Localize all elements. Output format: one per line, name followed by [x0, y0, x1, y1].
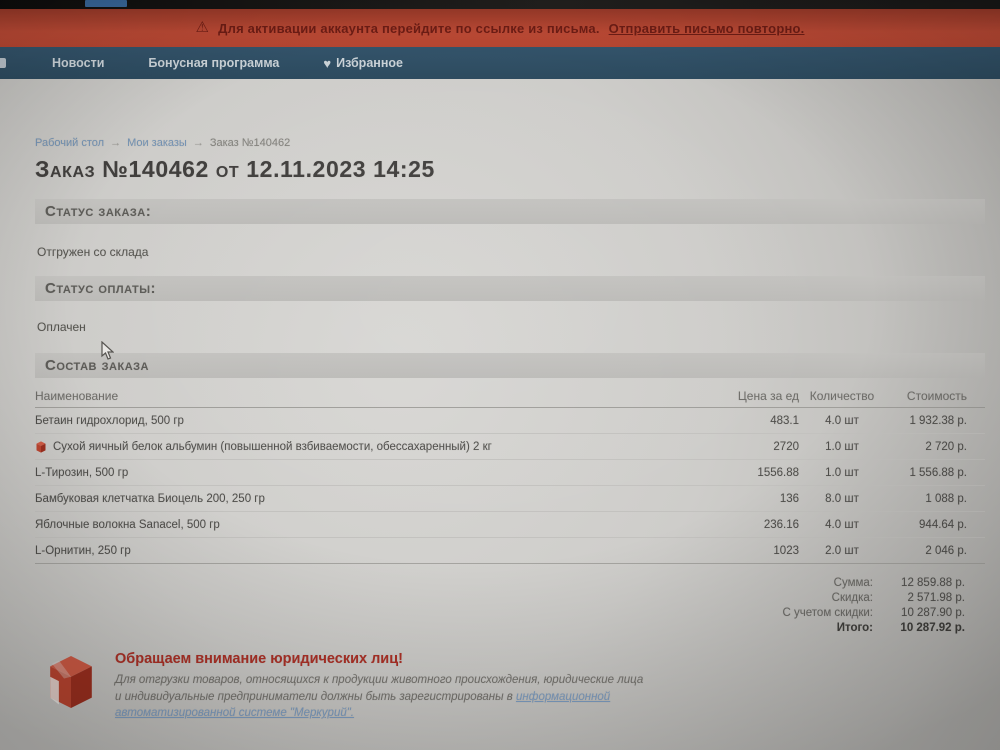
item-name: Бетаин гидрохлорид, 500 гр [35, 414, 184, 427]
totals-value: 12 859.88 р. [901, 577, 965, 589]
table-body: Бетаин гидрохлорид, 500 гр 483.1 4.0 шт 1 9… [35, 408, 985, 564]
page-title: Заказ №140462 от 12.11.2023 14:25 [35, 156, 435, 182]
item-cost: 1 556.88 р. [909, 466, 967, 479]
order-status-header: Статус заказа: [35, 199, 985, 224]
item-unit-price: 236.16 [763, 518, 799, 531]
totals-label: Скидка: [831, 592, 873, 604]
item-name: L-Орнитин, 250 гр [35, 544, 131, 557]
item-unit-price: 1556.88 [757, 466, 799, 479]
order-item-row: L-Тирозин, 500 гр 1556.88 1.0 шт 1 556.88 р… [35, 460, 985, 486]
order-contents-header: Состав заказа [35, 353, 985, 378]
item-cost: 1 932.38 р. [909, 414, 967, 427]
item-name: L-Тирозин, 500 гр [35, 466, 129, 479]
item-cost: 2 046 р. [925, 544, 967, 557]
totals-value: 10 287.92 р. [900, 622, 965, 634]
activation-banner: ⚠ Для активации аккаунта перейдите по сс… [0, 9, 1000, 47]
item-name: Сухой яичный белок альбумин (повышенной … [35, 441, 659, 453]
item-quantity: 8.0 шт [825, 492, 859, 505]
item-unit-price: 2720 [773, 440, 799, 453]
order-items-table: Наименование Цена за ед Количество Стоим… [35, 389, 985, 564]
notice-title: Обращаем внимание юридических лиц! [115, 651, 403, 667]
nav-item-news[interactable]: Новости [6, 56, 126, 70]
heart-icon: ♥ [323, 55, 332, 71]
totals-value: 2 571.98 р. [907, 592, 965, 604]
item-unit-price: 1023 [773, 544, 799, 557]
breadcrumb-separator: → [192, 137, 204, 149]
notice-body: Обращаем внимание юридических лиц! Для о… [115, 651, 645, 722]
activation-banner-text: Для активации аккаунта перейдите по ссыл… [218, 20, 600, 36]
order-item-row: Сухой яичный белок альбумин (повышенной … [35, 434, 985, 460]
nav-item-label: Избранное [336, 56, 403, 70]
order-item-row: Бетаин гидрохлорид, 500 гр 483.1 4.0 шт 1 9… [35, 408, 985, 434]
item-cost: 2 720 р. [925, 440, 967, 453]
item-name: Яблочные волокна Sanacel, 500 гр [35, 518, 220, 531]
mercury-system-link[interactable]: информационной автоматизированной систем… [115, 690, 611, 720]
col-header-name: Наименование [35, 389, 119, 403]
nav-item-label: Новости [52, 56, 105, 70]
nav-item-bonus-program[interactable]: Бонусная программа [126, 56, 301, 70]
breadcrumb-item[interactable]: Рабочий стол [35, 137, 105, 149]
resend-activation-email-link[interactable]: Отправить письмо повторно. [608, 20, 805, 36]
nav-item-partial-icon[interactable] [0, 58, 6, 68]
breadcrumb-item[interactable]: Мои заказы [127, 137, 187, 149]
notice-text: Для отгрузки товаров, относящихся к прод… [115, 672, 645, 722]
order-status-value: Отгружен со склада [37, 245, 149, 259]
totals-row: Скидка: 2 571.98 р. [832, 592, 985, 604]
main-navbar: Новости Бонусная программа ♥ Избранное [0, 47, 1000, 79]
browser-chrome-fragment [85, 0, 127, 7]
breadcrumb-item: Заказ №140462 [209, 137, 291, 149]
item-quantity: 4.0 шт [825, 518, 859, 531]
totals-row: Итого: 10 287.92 р. [837, 622, 985, 634]
item-unit-price: 136 [779, 492, 799, 505]
breadcrumb-separator: → [110, 137, 122, 149]
order-page: Рабочий стол → Мои заказы → Заказ №140462 За… [0, 79, 1000, 750]
order-item-row: Бамбуковая клетчатка Биоцель 200, 250 гр… [35, 486, 985, 512]
nav-item-label: Бонусная программа [148, 56, 280, 70]
warning-triangle-icon: ⚠ [195, 18, 210, 36]
totals-label: Сумма: [833, 577, 873, 589]
totals-label: С учетом скидки: [782, 607, 873, 619]
red-cube-icon [50, 656, 92, 708]
nav-item-favorites[interactable]: ♥ Избранное [301, 56, 425, 70]
legal-notice: Обращаем внимание юридических лиц! Для о… [35, 651, 985, 722]
breadcrumb: Рабочий стол → Мои заказы → Заказ №140462 [35, 137, 985, 149]
photo-top-edge [0, 0, 1000, 9]
col-header-qty: Количество [809, 389, 875, 403]
mercury-cube-icon [36, 440, 46, 453]
order-item-row: Яблочные волокна Sanacel, 500 гр 236.16 4.… [35, 512, 985, 538]
col-header-cost: Стоимость [906, 389, 967, 403]
item-unit-price: 483.1 [770, 414, 799, 427]
col-header-price: Цена за ед [737, 389, 799, 403]
item-cost: 1 088 р. [925, 492, 967, 505]
table-header-row: Наименование Цена за ед Количество Стоим… [35, 389, 985, 408]
order-item-row: L-Орнитин, 250 гр 1023 2.0 шт 2 046 р. [35, 538, 985, 564]
item-quantity: 1.0 шт [825, 440, 859, 453]
item-quantity: 4.0 шт [825, 414, 859, 427]
item-quantity: 2.0 шт [825, 544, 859, 557]
order-totals: Сумма: 12 859.88 р. Скидка: 2 571.98 р. С уч… [35, 577, 985, 634]
totals-row: Сумма: 12 859.88 р. [834, 577, 985, 589]
item-cost: 944.64 р. [919, 518, 967, 531]
totals-label: Итого: [836, 622, 873, 634]
payment-status-header: Статус оплаты: [35, 276, 985, 301]
item-quantity: 1.0 шт [825, 466, 859, 479]
item-name: Бамбуковая клетчатка Биоцель 200, 250 гр [35, 492, 265, 505]
notice-text-plain: Для отгрузки товаров, относящихся к прод… [115, 674, 644, 703]
totals-value: 10 287.90 р. [901, 607, 965, 619]
payment-status-value: Оплачен [37, 320, 86, 334]
totals-row: С учетом скидки: 10 287.90 р. [783, 607, 985, 619]
